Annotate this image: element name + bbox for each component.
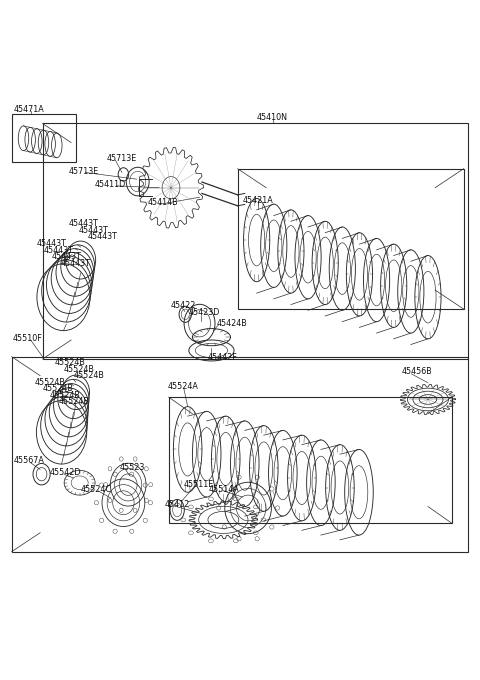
Bar xyxy=(43,124,468,359)
Text: 45414B: 45414B xyxy=(147,199,178,207)
Text: 45411D: 45411D xyxy=(95,180,126,189)
Text: 45713E: 45713E xyxy=(107,154,137,163)
Text: 45443T: 45443T xyxy=(60,259,90,268)
Text: 45713E: 45713E xyxy=(69,167,99,175)
Text: 45443T: 45443T xyxy=(36,239,66,248)
Bar xyxy=(238,169,464,309)
Text: 45456B: 45456B xyxy=(402,367,432,377)
Text: 45443T: 45443T xyxy=(44,245,74,254)
Text: 45524B: 45524B xyxy=(43,384,73,393)
Text: 45410N: 45410N xyxy=(257,113,288,122)
Text: 45443T: 45443T xyxy=(88,233,118,241)
Text: 45510F: 45510F xyxy=(12,334,42,343)
Text: 45524B: 45524B xyxy=(58,397,89,407)
Text: 45471A: 45471A xyxy=(14,105,45,114)
Text: 45524B: 45524B xyxy=(35,378,65,387)
Text: 45524B: 45524B xyxy=(73,371,104,380)
Text: 45524B: 45524B xyxy=(49,391,81,400)
Text: 45542D: 45542D xyxy=(49,468,81,477)
Text: 45514A: 45514A xyxy=(209,485,240,494)
Text: 45421A: 45421A xyxy=(242,196,273,205)
Text: 45442F: 45442F xyxy=(208,353,238,362)
Bar xyxy=(12,114,76,162)
Bar xyxy=(168,397,452,523)
Text: 45423D: 45423D xyxy=(189,308,220,318)
Text: 45567A: 45567A xyxy=(14,456,45,465)
Text: 45422: 45422 xyxy=(171,301,196,310)
Text: 45443T: 45443T xyxy=(52,252,82,261)
Text: 45524B: 45524B xyxy=(54,358,85,367)
Text: 45443T: 45443T xyxy=(69,219,98,228)
Text: 45524A: 45524A xyxy=(168,382,199,391)
Bar xyxy=(12,356,468,551)
Text: 45524B: 45524B xyxy=(64,364,95,373)
Text: 45524C: 45524C xyxy=(81,485,111,494)
Text: 45443T: 45443T xyxy=(78,226,108,235)
Text: 45511E: 45511E xyxy=(184,480,214,489)
Text: 45424B: 45424B xyxy=(216,319,247,328)
Text: 45412: 45412 xyxy=(165,500,190,509)
Text: 45523: 45523 xyxy=(120,464,145,473)
